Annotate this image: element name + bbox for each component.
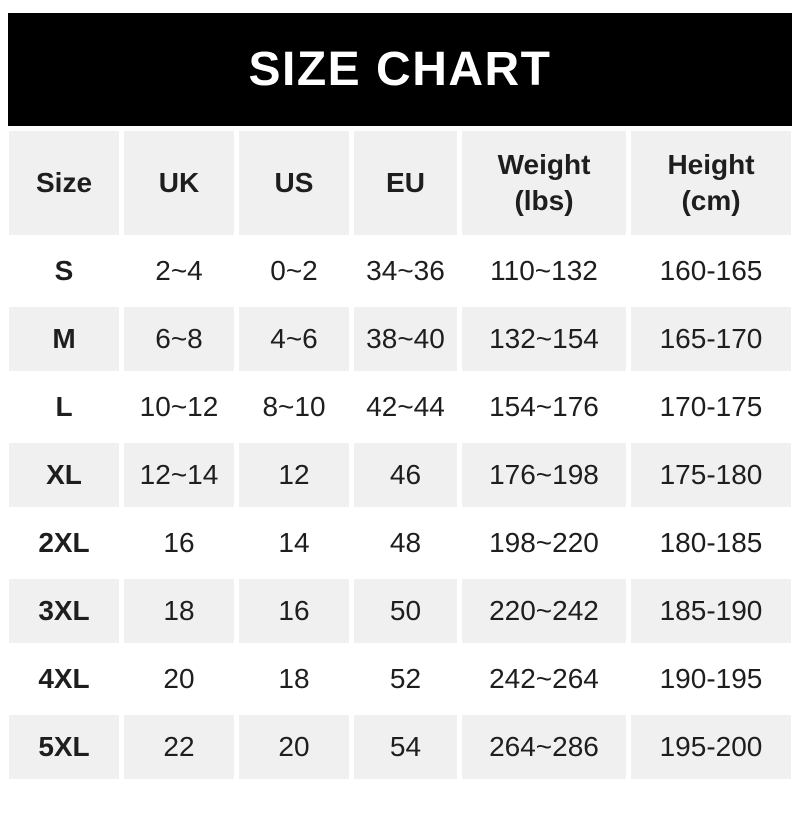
cell-height: 195-200 xyxy=(631,715,791,779)
table-row: 5XL 22 20 54 264~286 195-200 xyxy=(9,715,791,779)
cell-size: XL xyxy=(9,443,119,507)
column-header-uk: UK xyxy=(124,131,234,235)
column-header-label: Height xyxy=(667,148,755,180)
cell-uk: 6~8 xyxy=(124,307,234,371)
table-row: 2XL 16 14 48 198~220 180-185 xyxy=(9,511,791,575)
cell-height: 175-180 xyxy=(631,443,791,507)
cell-uk: 22 xyxy=(124,715,234,779)
cell-eu: 38~40 xyxy=(354,307,457,371)
cell-size: 4XL xyxy=(9,647,119,711)
column-header-label: Weight xyxy=(497,148,591,180)
cell-uk: 2~4 xyxy=(124,239,234,303)
cell-uk: 16 xyxy=(124,511,234,575)
cell-us: 20 xyxy=(239,715,349,779)
cell-weight: 220~242 xyxy=(462,579,626,643)
cell-eu: 54 xyxy=(354,715,457,779)
cell-weight: 176~198 xyxy=(462,443,626,507)
size-chart-table: Size UK US EU Weight (lbs) Height (cm) xyxy=(4,127,796,783)
cell-us: 0~2 xyxy=(239,239,349,303)
table-row: S 2~4 0~2 34~36 110~132 160-165 xyxy=(9,239,791,303)
cell-eu: 46 xyxy=(354,443,457,507)
column-header-eu: EU xyxy=(354,131,457,235)
page-title: SIZE CHART xyxy=(248,43,552,96)
cell-weight: 264~286 xyxy=(462,715,626,779)
column-header-label: EU xyxy=(386,166,425,198)
cell-size: 5XL xyxy=(9,715,119,779)
cell-eu: 52 xyxy=(354,647,457,711)
cell-eu: 48 xyxy=(354,511,457,575)
column-header-size: Size xyxy=(9,131,119,235)
table-row: 4XL 20 18 52 242~264 190-195 xyxy=(9,647,791,711)
column-header-height: Height (cm) xyxy=(631,131,791,235)
cell-weight: 132~154 xyxy=(462,307,626,371)
cell-us: 4~6 xyxy=(239,307,349,371)
table-row: XL 12~14 12 46 176~198 175-180 xyxy=(9,443,791,507)
cell-uk: 12~14 xyxy=(124,443,234,507)
column-header-label: Size xyxy=(35,166,93,198)
cell-us: 8~10 xyxy=(239,375,349,439)
cell-us: 14 xyxy=(239,511,349,575)
cell-uk: 20 xyxy=(124,647,234,711)
table-row: 3XL 18 16 50 220~242 185-190 xyxy=(9,579,791,643)
column-header-weight: Weight (lbs) xyxy=(462,131,626,235)
table-row: M 6~8 4~6 38~40 132~154 165-170 xyxy=(9,307,791,371)
cell-size: M xyxy=(9,307,119,371)
cell-us: 12 xyxy=(239,443,349,507)
table-header-row: Size UK US EU Weight (lbs) Height (cm) xyxy=(9,131,791,235)
cell-weight: 110~132 xyxy=(462,239,626,303)
column-header-sublabel: (cm) xyxy=(681,185,741,216)
cell-size: S xyxy=(9,239,119,303)
cell-eu: 42~44 xyxy=(354,375,457,439)
title-banner: SIZE CHART xyxy=(8,13,792,126)
cell-size: L xyxy=(9,375,119,439)
column-header-label: US xyxy=(274,166,314,198)
cell-eu: 34~36 xyxy=(354,239,457,303)
cell-weight: 198~220 xyxy=(462,511,626,575)
cell-us: 16 xyxy=(239,579,349,643)
cell-us: 18 xyxy=(239,647,349,711)
cell-uk: 10~12 xyxy=(124,375,234,439)
cell-weight: 242~264 xyxy=(462,647,626,711)
cell-weight: 154~176 xyxy=(462,375,626,439)
column-header-sublabel: (lbs) xyxy=(514,185,574,216)
cell-height: 180-185 xyxy=(631,511,791,575)
column-header-us: US xyxy=(239,131,349,235)
cell-size: 3XL xyxy=(9,579,119,643)
cell-uk: 18 xyxy=(124,579,234,643)
cell-size: 2XL xyxy=(9,511,119,575)
table-row: L 10~12 8~10 42~44 154~176 170-175 xyxy=(9,375,791,439)
cell-height: 190-195 xyxy=(631,647,791,711)
cell-height: 170-175 xyxy=(631,375,791,439)
cell-height: 185-190 xyxy=(631,579,791,643)
column-header-label: UK xyxy=(158,166,200,198)
cell-height: 160-165 xyxy=(631,239,791,303)
cell-eu: 50 xyxy=(354,579,457,643)
cell-height: 165-170 xyxy=(631,307,791,371)
